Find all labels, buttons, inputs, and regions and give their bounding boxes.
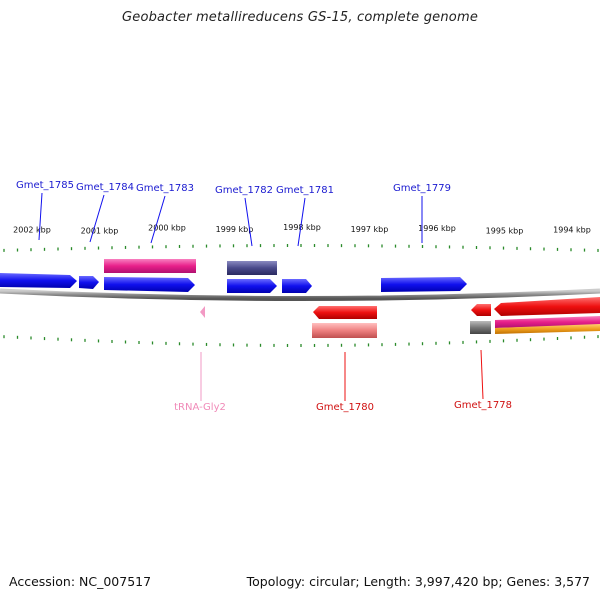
gene-label-gmet-1780[interactable]: Gmet_1780 — [316, 402, 374, 413]
label-connector — [244, 197, 253, 247]
genome-summary-text: Topology: circular; Length: 3,997,420 bp… — [246, 574, 590, 589]
gene-label-gmet-1779[interactable]: Gmet_1779 — [393, 183, 451, 194]
gene-arrow-gmet-1785[interactable] — [0, 273, 77, 288]
gene-label-gmet-1784[interactable]: Gmet_1784 — [76, 182, 134, 193]
gene-label-gmet-1782[interactable]: Gmet_1782 — [215, 185, 273, 196]
accession-text: Accession: NC_007517 — [9, 574, 152, 589]
gene-label-gmet-1781[interactable]: Gmet_1781 — [276, 185, 334, 196]
genome-backbone — [0, 288, 600, 301]
kbp-tick-label: 1998 kbp — [283, 223, 321, 232]
reverse-features — [200, 297, 600, 338]
kbp-tick-label: 1994 kbp — [553, 226, 591, 235]
kbp-tick-label: 1995 kbp — [486, 227, 524, 236]
label-connector — [38, 192, 43, 241]
feature-block-slate[interactable] — [227, 261, 277, 275]
kbp-tick-label: 2001 kbp — [81, 226, 119, 235]
feature-block-salmon[interactable] — [312, 323, 377, 338]
genome-title: Geobacter metallireducens GS-15, complet… — [121, 10, 479, 25]
gene-arrow-gmet-1784[interactable] — [79, 276, 99, 289]
feature-band-orange[interactable] — [495, 324, 600, 334]
label-connector — [150, 195, 166, 244]
trna-gly2-marker[interactable] — [200, 306, 205, 318]
gene-label-gmet-1783[interactable]: Gmet_1783 — [136, 183, 194, 194]
label-connector — [480, 349, 484, 400]
rrna-block-pink[interactable] — [104, 259, 196, 273]
gene-label-trna-gly2[interactable]: tRNA-Gly2 — [174, 402, 226, 413]
gene-arrow-right-edge[interactable] — [494, 297, 600, 316]
label-connector — [89, 194, 105, 243]
kbp-tick-label: 1997 kbp — [351, 225, 389, 234]
gene-label-gmet-1785[interactable]: Gmet_1785 — [16, 180, 74, 191]
kbp-tick-label: 2000 kbp — [148, 224, 186, 233]
kbp-tick-label: 2002 kbp — [13, 225, 51, 234]
label-connector — [297, 197, 306, 247]
forward-features — [0, 259, 467, 293]
gene-arrow-gmet-1783[interactable] — [104, 277, 195, 292]
gene-arrow-gmet-1780[interactable] — [313, 306, 377, 319]
kbp-tick-label: 1996 kbp — [418, 224, 456, 233]
gene-arrow-gmet-1781[interactable] — [282, 279, 312, 293]
feature-block-grey[interactable] — [470, 321, 491, 334]
gene-arrow-gmet-1778[interactable] — [471, 304, 491, 316]
gene-arrow-gmet-1782[interactable] — [227, 279, 277, 293]
kbp-tick-label: 1999 kbp — [216, 225, 254, 234]
gene-label-gmet-1778[interactable]: Gmet_1778 — [454, 400, 512, 411]
gene-arrow-gmet-1779[interactable] — [381, 277, 467, 292]
